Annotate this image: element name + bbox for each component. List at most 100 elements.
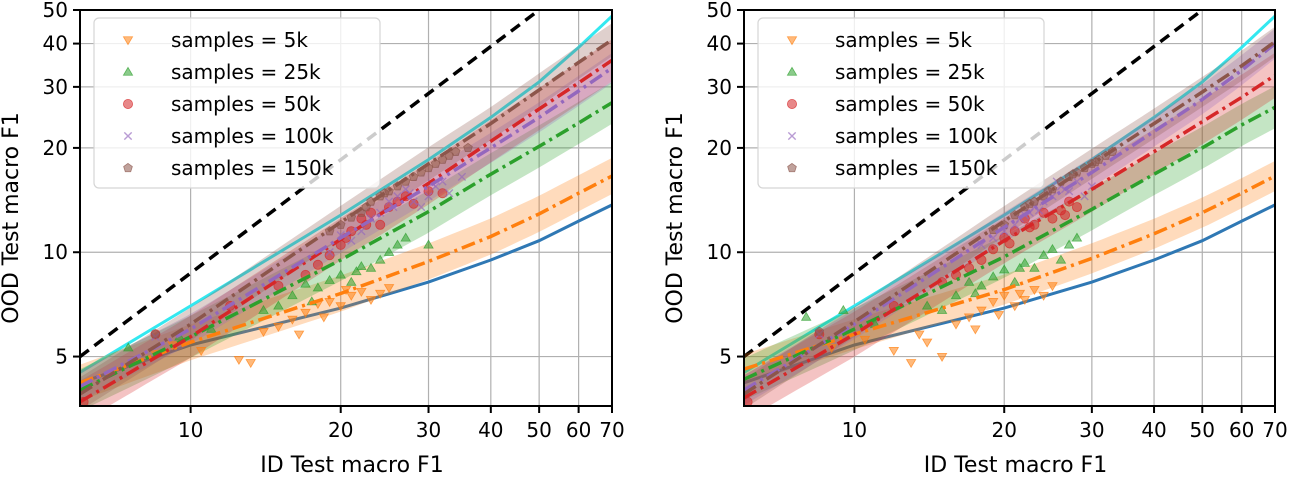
legend-marker bbox=[123, 162, 133, 173]
reference-line bbox=[80, 15, 612, 374]
confidence-band bbox=[80, 157, 612, 401]
data-point bbox=[273, 300, 284, 310]
diagonal-reference-line bbox=[744, 10, 1204, 358]
data-point bbox=[444, 189, 454, 198]
data-point bbox=[383, 284, 395, 294]
data-point bbox=[233, 355, 245, 365]
legend-label: samples = 25k bbox=[171, 60, 321, 84]
legend-label: samples = 150k bbox=[835, 156, 998, 180]
data-point bbox=[800, 311, 812, 321]
data-point bbox=[312, 282, 324, 292]
data-point bbox=[409, 197, 418, 206]
data-point bbox=[905, 359, 917, 369]
data-point bbox=[1014, 262, 1026, 272]
data-point bbox=[1029, 286, 1040, 296]
x-tick-label: 40 bbox=[478, 418, 503, 442]
data-point bbox=[347, 236, 356, 245]
axes-frame bbox=[79, 9, 613, 407]
data-point bbox=[345, 276, 357, 286]
y-tick-label: 5 bbox=[55, 345, 68, 369]
data-point bbox=[1047, 243, 1058, 253]
data-point bbox=[335, 269, 347, 279]
data-point bbox=[1071, 232, 1083, 242]
y-axis-title: OOD Test macro F1 bbox=[0, 112, 24, 324]
data-point bbox=[963, 276, 975, 286]
legend-label: samples = 100k bbox=[171, 124, 334, 148]
legend-marker bbox=[123, 99, 134, 110]
data-point bbox=[1019, 257, 1031, 267]
data-point bbox=[1071, 202, 1082, 213]
legend-label: samples = 150k bbox=[171, 156, 334, 180]
legend-label: samples = 100k bbox=[835, 124, 998, 148]
y-tick-label: 50 bbox=[707, 0, 732, 22]
legend-marker bbox=[786, 66, 798, 76]
data-point bbox=[400, 232, 412, 242]
fit-line bbox=[744, 174, 1275, 371]
data-point bbox=[1029, 262, 1040, 272]
y-tick-label: 50 bbox=[43, 0, 68, 22]
data-point bbox=[374, 254, 386, 264]
x-tick-label: 50 bbox=[1190, 418, 1215, 442]
series-points bbox=[123, 232, 434, 352]
data-point bbox=[1009, 302, 1021, 312]
y-axis-title: OOD Test macro F1 bbox=[663, 112, 688, 324]
x-tick-label: 60 bbox=[1229, 418, 1254, 442]
data-point bbox=[913, 330, 925, 340]
fit-line bbox=[744, 40, 1275, 396]
data-point bbox=[384, 197, 394, 206]
data-point bbox=[300, 308, 311, 318]
data-point bbox=[1055, 254, 1067, 264]
data-point bbox=[437, 188, 448, 199]
data-point bbox=[245, 359, 257, 369]
legend-box bbox=[93, 17, 381, 189]
legend-label: samples = 25k bbox=[835, 60, 985, 84]
data-point bbox=[293, 330, 305, 340]
legend-label: samples = 50k bbox=[171, 92, 321, 116]
data-point bbox=[1019, 295, 1031, 305]
confidence-band bbox=[80, 23, 612, 406]
plot-content bbox=[80, 10, 612, 406]
data-point bbox=[287, 290, 298, 300]
data-point bbox=[987, 271, 999, 281]
confidence-band bbox=[80, 53, 612, 402]
legend-marker bbox=[787, 162, 797, 173]
data-point bbox=[365, 295, 377, 305]
x-tick-label: 30 bbox=[416, 418, 441, 442]
data-point bbox=[1063, 239, 1075, 249]
data-point bbox=[457, 172, 467, 182]
data-point bbox=[859, 335, 871, 345]
data-point bbox=[976, 306, 987, 316]
data-point bbox=[324, 274, 335, 284]
data-point bbox=[393, 192, 402, 201]
data-point bbox=[345, 291, 357, 301]
legend-marker bbox=[123, 131, 133, 141]
x-tick-label: 20 bbox=[992, 418, 1017, 442]
data-point bbox=[921, 300, 933, 310]
x-tick-label: 50 bbox=[526, 418, 551, 442]
y-tick-label: 30 bbox=[707, 75, 732, 99]
data-point bbox=[970, 325, 981, 335]
legend-marker bbox=[787, 99, 798, 110]
legend-box bbox=[757, 17, 1045, 189]
data-point bbox=[423, 239, 434, 249]
data-point bbox=[1014, 289, 1026, 299]
data-point bbox=[356, 287, 367, 297]
data-point bbox=[998, 264, 1010, 274]
data-point bbox=[300, 278, 311, 288]
reference-line bbox=[744, 15, 1275, 374]
y-tick-label: 40 bbox=[43, 32, 68, 56]
legend-marker bbox=[122, 66, 134, 76]
legend: samples = 5k samples = 25k samples = 50k sa… bbox=[757, 17, 1045, 189]
legend-label: samples = 5k bbox=[171, 28, 308, 52]
data-point bbox=[838, 304, 849, 314]
data-point bbox=[936, 352, 948, 362]
x-axis-title: ID Test macro F1 bbox=[924, 453, 1107, 478]
data-point bbox=[273, 323, 284, 333]
axes-frame bbox=[743, 9, 1276, 407]
diagonal-reference-line bbox=[80, 10, 541, 358]
data-point bbox=[123, 342, 134, 352]
legend-marker bbox=[786, 36, 798, 46]
y-tick-label: 20 bbox=[707, 136, 732, 160]
legend-label: samples = 50k bbox=[835, 92, 985, 116]
